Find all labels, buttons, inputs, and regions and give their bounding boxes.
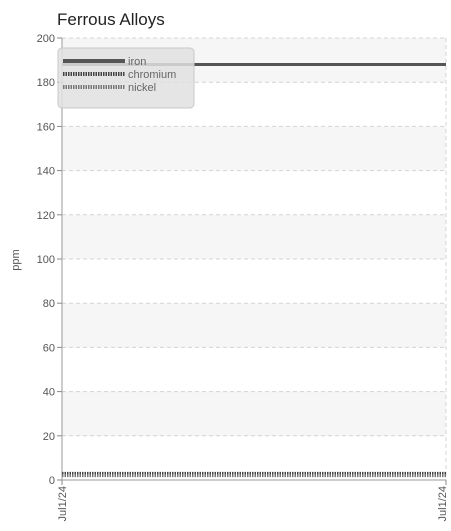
grid-band	[62, 214, 446, 259]
y-tick-label: 140	[37, 166, 55, 178]
x-tick-label: Jul1/24	[57, 486, 69, 521]
y-tick-label: 180	[37, 77, 55, 89]
y-axis-label: ppm	[10, 249, 22, 270]
y-tick-label: 160	[37, 121, 55, 133]
legend-label-nickel: nickel	[128, 82, 156, 94]
y-tick-label: 200	[37, 33, 55, 45]
y-tick-label: 100	[37, 254, 55, 266]
y-tick-label: 20	[43, 431, 55, 443]
y-tick-label: 40	[43, 387, 55, 399]
chart-title: Ferrous Alloys	[57, 10, 165, 29]
legend-label-chromium: chromium	[128, 69, 176, 81]
y-tick-label: 60	[43, 342, 55, 354]
y-tick-label: 0	[49, 475, 55, 487]
x-tick-label: Jul1/24	[437, 486, 449, 521]
grid	[61, 37, 447, 481]
axes: 0 20 40 60 80 100 120 140 160 180 200 Jul1/24 Jul1/2…	[37, 33, 449, 521]
grid-band	[62, 303, 446, 348]
legend-label-iron: iron	[128, 56, 146, 68]
grid-band	[62, 126, 446, 171]
y-tick-label: 80	[43, 298, 55, 310]
grid-band	[62, 391, 446, 436]
y-tick-label: 120	[37, 210, 55, 222]
